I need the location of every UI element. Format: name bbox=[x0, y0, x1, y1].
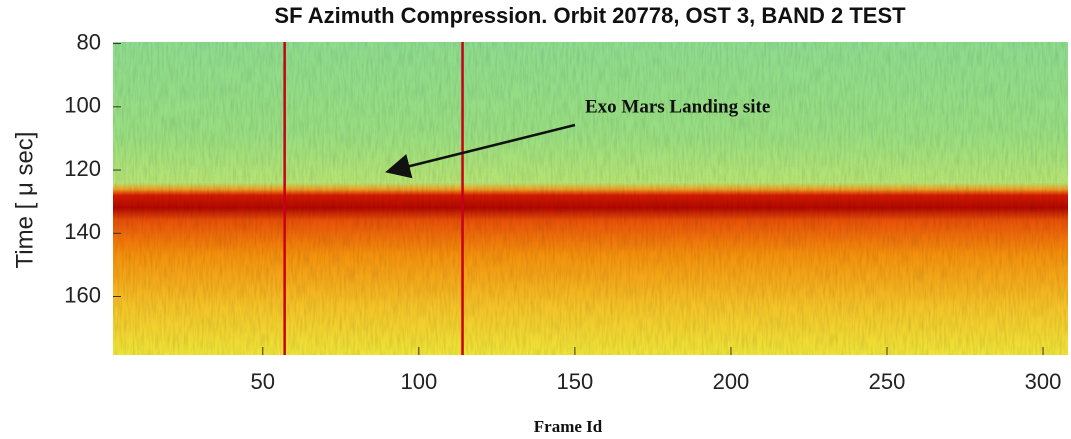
annotation: Exo Mars Landing site bbox=[585, 96, 770, 117]
x-tick-label: 300 bbox=[1025, 369, 1062, 394]
y-axis-label: Time [ μ sec] bbox=[11, 132, 38, 269]
y-tick-label: 120 bbox=[64, 156, 101, 181]
x-tick-label: 250 bbox=[869, 369, 906, 394]
annotation-arrow bbox=[385, 123, 576, 179]
x-tick-label: 150 bbox=[557, 369, 594, 394]
heatmap bbox=[113, 42, 1068, 355]
heatmap-speckle bbox=[113, 42, 1068, 192]
x-axis-label: Frame Id bbox=[534, 417, 603, 436]
x-tick-label: 50 bbox=[251, 369, 275, 394]
x-tick-label: 100 bbox=[400, 369, 437, 394]
y-tick-label: 100 bbox=[64, 93, 101, 118]
y-tick-label: 160 bbox=[64, 282, 101, 307]
chart-title: SF Azimuth Compression. Orbit 20778, OST… bbox=[274, 3, 906, 28]
y-tick-label: 80 bbox=[77, 29, 101, 54]
x-tick-label: 200 bbox=[713, 369, 750, 394]
y-tick-label: 140 bbox=[64, 219, 101, 244]
